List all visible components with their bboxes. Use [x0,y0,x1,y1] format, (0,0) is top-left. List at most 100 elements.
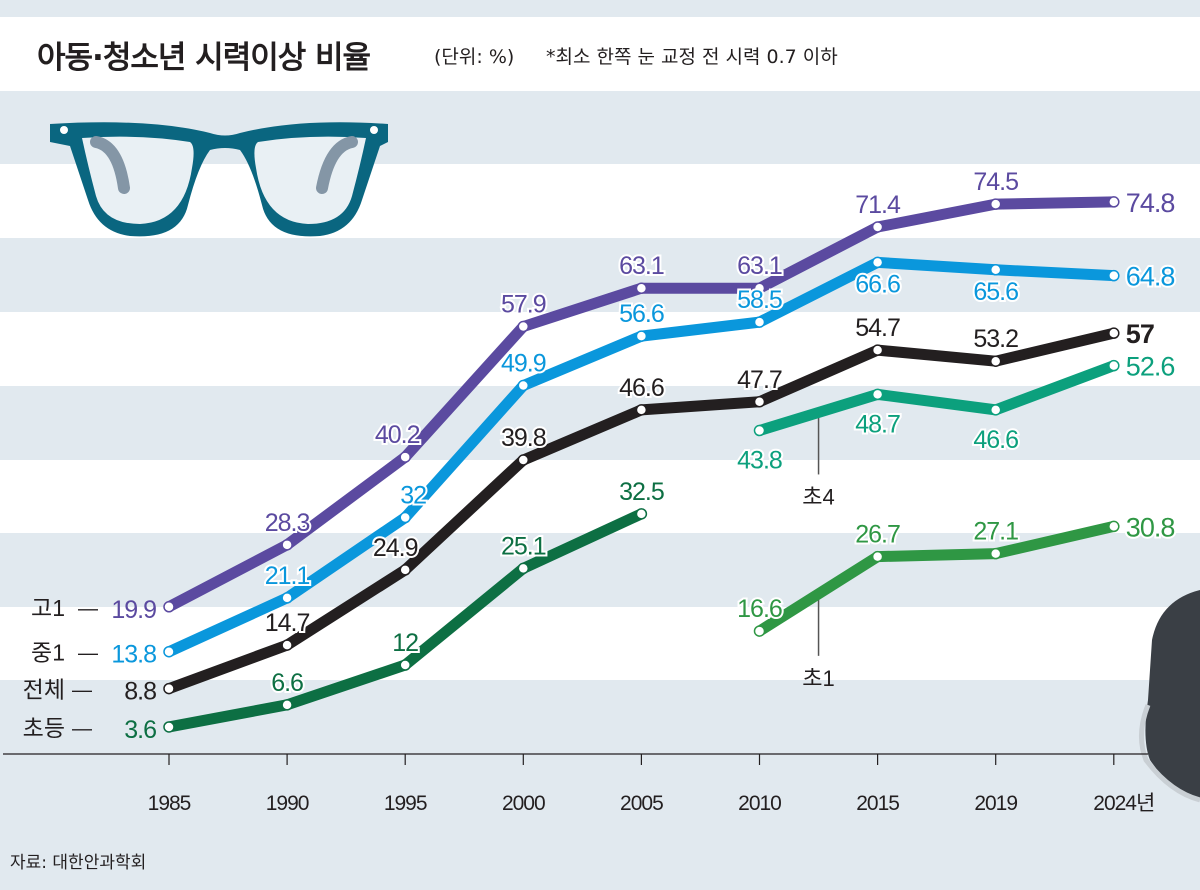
data-point [635,404,648,416]
left-legend: 고1 — 19.9 중1 — 13.8 전체 — 8.8 초등 — 3.6 [23,595,157,744]
glasses-rivet-right [370,126,378,134]
legend-dash: — [72,680,92,702]
legend-item-high1: 고1 — 19.9 [31,595,157,624]
data-label: 28.3 [265,509,310,537]
data-label: 16.6 [737,595,782,623]
data-label: 49.9 [501,350,546,378]
legend-value: 19.9 [111,596,156,624]
stool-seat [1145,590,1200,800]
legend-name: 중1 [31,640,65,666]
source-label: 자료: 대한안과학회 [10,853,147,873]
legend-item-elementary: 초등 — 3.6 [23,715,157,744]
series-line-grade1 [754,520,1120,637]
data-label: 56.6 [619,300,664,328]
legend-value: 13.8 [111,641,156,669]
data-point [517,320,530,333]
legend-item-middle1: 중1 — 13.8 [31,640,157,669]
callout-lines: 초4 초1 [802,416,835,691]
data-label: 46.6 [973,426,1018,454]
data-point [635,508,648,520]
series-grade1 [753,520,1120,637]
data-label: 21.1 [265,562,310,590]
data-label: 64.8 [1126,262,1175,292]
data-label: 30.8 [1126,512,1175,542]
data-point [989,547,1002,560]
data-point [1108,520,1120,533]
data-label: 14.7 [265,609,310,637]
glasses-temple-left [90,136,130,194]
legend-dash: — [72,718,92,740]
data-point [753,316,766,328]
data-labels: 28.3 40.2 57.9 63.1 63.1 71.4 74.5 74.8 21.1 32 49… [263,166,1178,699]
data-point [399,511,411,524]
data-point [399,659,411,671]
data-point [517,562,530,575]
x-tick-label: 2015 [856,792,899,815]
data-point [753,625,766,637]
data-label: 24.9 [373,534,418,562]
glasses-temple-right [316,136,358,194]
data-point [1108,327,1120,339]
legend-dash: — [78,643,98,665]
data-label: 71.4 [855,191,901,219]
x-axis: 1985 1990 1995 2000 2005 2010 2015 2019 2024년 [3,753,1155,815]
glasses-rivet-left [60,126,68,134]
data-label: 57 [1126,319,1154,349]
data-point [281,592,293,604]
data-point [163,645,175,658]
data-label: 65.6 [973,278,1018,306]
data-point [1108,359,1120,372]
legend-name: 전체 [23,677,65,703]
data-point [753,282,766,294]
series-grade4 [753,359,1120,437]
data-point [1108,269,1120,282]
data-label: 66.6 [855,270,900,298]
data-point [1108,196,1120,208]
legend-dash: — [78,598,98,620]
x-tick-label: 1990 [266,792,309,815]
data-label: 32.5 [619,478,664,506]
x-tick-label: 1985 [148,792,191,815]
data-point [989,264,1002,276]
x-tick-label: 1995 [384,792,427,815]
x-tick-label: 2000 [502,792,545,815]
data-label: 43.8 [737,447,782,475]
data-label: 57.9 [501,291,546,319]
legend-name: 초등 [23,715,65,741]
data-point [753,424,766,437]
white-band [0,460,1200,533]
series-lines [163,196,1120,733]
data-point [871,221,884,233]
data-label: 53.2 [973,325,1018,353]
data-point [989,355,1002,367]
data-point [163,601,175,613]
data-label: 12 [392,629,418,657]
series-line-grade4 [754,360,1120,437]
legend-value: 3.6 [124,716,156,744]
data-label: 46.6 [619,374,664,402]
legend-item-total: 전체 — 8.8 [23,677,157,706]
data-point [281,639,293,651]
x-tick-label: 2024년 [1093,792,1154,815]
x-tick-label: 2010 [738,792,781,815]
stool-icon [1139,590,1200,803]
legend-value: 8.8 [124,678,156,706]
series-high1 [163,196,1120,613]
chart-title: 아동·청소년 시력이상 비율 [37,40,371,76]
data-label: 63.1 [737,252,782,280]
data-point [163,721,175,733]
data-point [399,564,411,576]
data-point [753,396,766,408]
glasses-icon [50,122,388,237]
data-point [871,388,884,401]
data-label: 48.7 [855,410,900,438]
data-label: 74.8 [1126,188,1175,218]
data-point [989,198,1002,210]
data-label: 74.5 [973,168,1018,196]
series-elementary [163,508,648,733]
x-tick-label: 2005 [620,792,663,815]
data-point [281,699,293,711]
data-label: 47.7 [737,366,782,394]
